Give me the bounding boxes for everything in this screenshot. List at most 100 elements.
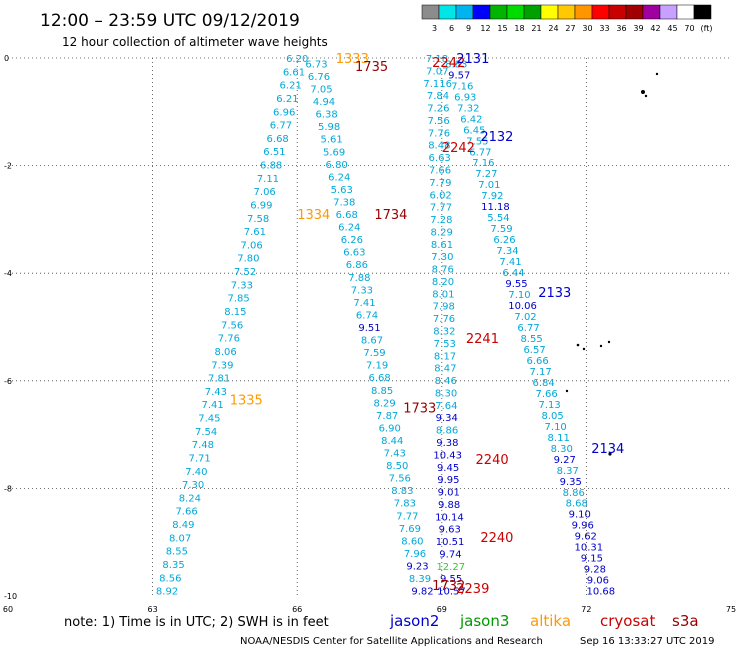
pass-time-label: 2240 <box>480 531 513 546</box>
wave-height-value: 7.27 <box>475 169 497 180</box>
legend-label: 18 <box>514 24 524 33</box>
wave-height-value: 6.86 <box>346 260 368 271</box>
wave-height-value: 7.66 <box>175 507 197 518</box>
wave-height-value: 6.68 <box>368 373 390 384</box>
wave-height-value: 8.48 <box>428 141 450 152</box>
legend-swatch <box>540 4 559 20</box>
wave-height-value: 7.56 <box>389 474 411 485</box>
wave-height-value: 9.15 <box>581 554 603 565</box>
legend-swatch <box>506 4 525 20</box>
wave-height-value: 6.45 <box>463 125 485 136</box>
wave-height-value: 10.43 <box>433 450 462 461</box>
swh-color-legend: 3 6 9 12 15 18 21 24 27 30 33 36 39 42 45 70 (ft) <box>421 4 713 33</box>
wave-height-value: 5.69 <box>323 147 345 158</box>
wave-height-value: 10.57 <box>437 587 466 598</box>
note-text: note: 1) Time is in UTC; 2) SWH is in fe… <box>64 615 329 630</box>
wave-height-value: 12.27 <box>436 562 465 573</box>
island-marker <box>655 72 659 76</box>
wave-height-value: 7.41 <box>499 257 521 268</box>
wave-height-value: 8.47 <box>434 364 456 375</box>
legend-swatch <box>574 4 593 20</box>
wave-height-value: 8.06 <box>214 347 236 358</box>
legend-swatch <box>455 4 474 20</box>
wave-height-value: 9.95 <box>437 475 459 486</box>
legend-label: 9 <box>466 24 471 33</box>
wave-height-value: 5.63 <box>331 185 353 196</box>
wave-height-value: 8.20 <box>432 277 454 288</box>
wave-height-value: 8.17 <box>434 351 456 362</box>
lon-tick-label: 66 <box>292 605 302 614</box>
wave-height-value: 7.34 <box>496 246 518 257</box>
legend-swatch <box>438 4 457 20</box>
wave-height-value: 6.38 <box>315 110 337 121</box>
wave-height-value: 7.76 <box>428 128 450 139</box>
wave-height-value: 6.44 <box>502 268 524 279</box>
wave-height-value: 9.10 <box>569 510 591 521</box>
wave-height-value: 7.06 <box>241 240 263 251</box>
track-t2131: 8.839.577.166.937.326.426.457.556.777.16… <box>445 59 615 597</box>
legend-swatch <box>591 4 610 20</box>
wave-height-value: 10.68 <box>587 587 616 598</box>
lat-tick-label: -8 <box>4 484 12 493</box>
wave-height-value: 7.38 <box>333 197 355 208</box>
wave-height-value: 9.55 <box>505 279 527 290</box>
wave-height-value: 6.66 <box>526 356 548 367</box>
wave-height-value: 6.24 <box>328 172 350 183</box>
wave-height-value: 9.28 <box>584 565 606 576</box>
legend-swatch <box>693 4 712 20</box>
wave-height-value: 8.86 <box>436 426 458 437</box>
legend-label: 24 <box>548 24 558 33</box>
wave-height-value: 7.52 <box>234 267 256 278</box>
wave-height-value: 7.30 <box>182 480 204 491</box>
wave-height-value: 6.77 <box>517 323 539 334</box>
satellite-s3a: s3a <box>672 612 699 630</box>
satellite-jason3: jason3 <box>459 612 509 630</box>
wave-height-value: 9.35 <box>560 477 582 488</box>
wave-height-value: 10.14 <box>435 512 464 523</box>
wave-height-value: 10.51 <box>436 537 465 548</box>
wave-height-value: 6.80 <box>326 160 348 171</box>
wave-height-value: 6.77 <box>469 147 491 158</box>
subtitle: 12 hour collection of altimeter wave hei… <box>62 35 328 49</box>
wave-height-value: 7.81 <box>208 374 230 385</box>
wave-height-value: 8.55 <box>520 334 542 345</box>
legend-label: 6 <box>449 24 454 33</box>
wave-height-value: 6.24 <box>338 223 360 234</box>
wave-height-value: 9.45 <box>437 463 459 474</box>
wave-height-value: 7.96 <box>404 549 426 560</box>
wave-height-value: 5.54 <box>487 213 509 224</box>
wave-height-value: 7.66 <box>536 389 558 400</box>
wave-height-value: 7.11 <box>257 174 279 185</box>
wave-height-value: 9.06 <box>587 576 609 587</box>
pass-time-label: 1732 <box>432 579 465 594</box>
lon-tick-label: 60 <box>3 605 13 614</box>
wave-height-value: 6.68 <box>267 134 289 145</box>
wave-height-value: 7.26 <box>427 104 449 115</box>
track-t2242: 7.187.077.1167.847.267.567.768.486.637.6… <box>423 54 465 598</box>
pass-time-label: 1334 <box>297 208 330 223</box>
wave-height-value: 9.96 <box>572 521 594 532</box>
wave-height-value: 6.90 <box>379 423 401 434</box>
wave-height-value: 6.84 <box>532 378 554 389</box>
lat-tick-label: -6 <box>4 377 12 386</box>
wave-height-value: 7.64 <box>435 401 457 412</box>
pass-time-label: 1735 <box>355 60 388 75</box>
pass-time-label: 2132 <box>480 130 513 145</box>
island-markers <box>565 72 659 456</box>
wave-height-value: 7.77 <box>396 511 418 522</box>
wave-height-value: 8.29 <box>431 227 453 238</box>
wave-height-value: 8.32 <box>433 327 455 338</box>
wave-height-value: 7.79 <box>429 178 451 189</box>
legend-label: 3 <box>432 24 437 33</box>
island-marker <box>576 343 580 347</box>
wave-height-value: 7.66 <box>429 165 451 176</box>
wave-height-value: 7.84 <box>427 91 449 102</box>
wave-height-value: 7.39 <box>211 360 233 371</box>
legend-swatch <box>676 4 695 20</box>
wave-height-value: 8.37 <box>557 466 579 477</box>
wave-height-value: 7.33 <box>351 285 373 296</box>
legend-label: 33 <box>599 24 609 33</box>
wave-height-value: 6.02 <box>430 190 452 201</box>
wave-height-value: 7.18 <box>426 54 448 65</box>
wave-height-value: 6.88 <box>260 161 282 172</box>
